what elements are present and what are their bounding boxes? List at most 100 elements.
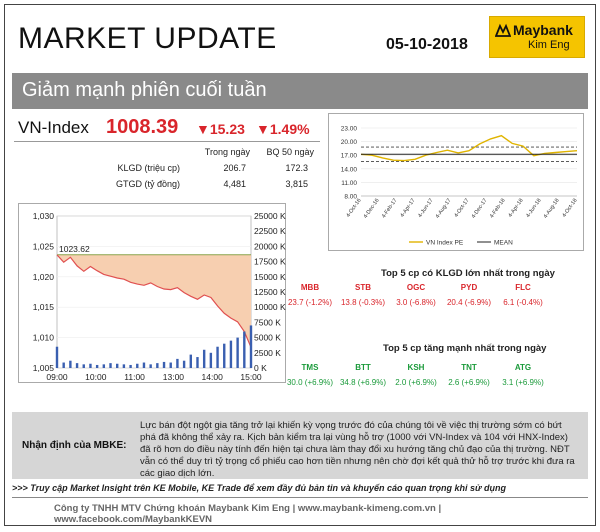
logo-sub: Kim Eng: [528, 39, 570, 51]
headline-text: Giảm mạnh phiên cuối tuần: [22, 79, 267, 101]
volume-bar: [196, 357, 199, 368]
x-tick-label: 4-Oct-17: [453, 198, 470, 219]
y-tick-label: 17.00: [341, 153, 358, 160]
volume-bar: [216, 346, 219, 368]
volume-bar: [69, 360, 72, 368]
index-line: [56, 254, 252, 348]
stats-row-label: KLGD (triệu cp): [117, 163, 180, 173]
intraday-chart: 1,030 1,025 1,020 1,015 1,010 1,005 25000 K 225…: [18, 203, 286, 383]
x-tick-label: 4-Jun-18: [525, 198, 542, 219]
index-fill-area: [57, 254, 251, 348]
y-right-tick-label: 25000 K: [254, 211, 286, 221]
volume-bar: [122, 364, 126, 368]
x-tick-label: 4-Dec-17: [471, 198, 489, 220]
y-tick-label: 11.00: [341, 180, 357, 187]
volume-bar: [75, 363, 79, 368]
y-left-tick-label: 1,025: [33, 241, 55, 251]
top_gain-code: KSH: [407, 363, 425, 372]
top_klgd-detail: 13.8 (-0.3%): [340, 298, 386, 307]
volume-bar: [229, 340, 233, 368]
company-line: Công ty TNHH MTV Chứng khoán Maybank Kim…: [54, 503, 442, 525]
y-right-tick-label: 10000 K: [254, 302, 286, 312]
reference-label: 1023.62: [59, 244, 90, 254]
x-tick-label: 09:00: [46, 372, 68, 382]
stats-row-avg50: 172.3: [285, 163, 308, 173]
y-left-tick-label: 1,005: [33, 363, 55, 373]
x-tick-label: 10:00: [85, 372, 107, 382]
volume-bar: [136, 363, 139, 368]
top_klgd-detail: 3.0 (-6.8%): [396, 298, 436, 307]
y-left-tick-label: 1,020: [33, 272, 55, 282]
y-right-tick-label: 15000 K: [254, 272, 286, 282]
volume-bar: [95, 364, 99, 368]
volume-bar: [223, 343, 226, 368]
volume-bar: [176, 358, 179, 368]
y-right-tick-label: 2500 K: [254, 348, 281, 358]
y-left-tick-label: 1,015: [33, 302, 55, 312]
volume-bar: [55, 346, 59, 368]
x-tick-label: 4-Oct-18: [561, 198, 578, 219]
stats-row-avg50: 3,815: [285, 179, 308, 189]
x-tick-label: 4-Dec-16: [363, 198, 381, 220]
volume-bar: [129, 364, 132, 368]
x-tick-label: 14:00: [202, 372, 224, 382]
x-tick-label: 4-Aug-18: [543, 198, 561, 220]
y-right-tick-label: 20000 K: [254, 241, 286, 251]
x-tick-label: 4-Feb-18: [489, 198, 507, 220]
stats-row-today: 4,481: [223, 179, 246, 189]
y-right-tick-label: 22500 K: [254, 226, 286, 236]
volume-bar: [162, 361, 166, 368]
x-tick-label: 4-Apr-17: [399, 198, 416, 219]
volume-bar: [189, 354, 192, 368]
top_klgd-detail: 23.7 (-1.2%): [287, 298, 333, 307]
index-change: ▼15.23: [196, 121, 245, 137]
y-right-tick-label: 0 K: [254, 363, 267, 373]
volume-bar: [89, 363, 92, 368]
volume-bar: [169, 362, 172, 368]
top_gain-detail: 30.0 (+6.9%): [286, 378, 334, 387]
x-tick-label: 4-Feb-17: [381, 198, 399, 220]
x-tick-label: 15:00: [240, 372, 262, 382]
top_gain-code: BTT: [355, 363, 371, 372]
top_gain-code: TMS: [301, 363, 319, 372]
y-right-tick-label: 17500 K: [254, 257, 286, 267]
y-left-tick-label: 1,010: [33, 333, 55, 343]
volume-bar: [109, 363, 112, 368]
index-name: VN-Index: [18, 118, 89, 137]
stats-row-today: 206.7: [223, 163, 246, 173]
y-tick-label: 20.00: [341, 139, 358, 146]
tiger-logo-icon: [495, 23, 511, 37]
volume-bar: [209, 352, 213, 368]
maybank-logo: Maybank Kim Eng: [489, 16, 585, 58]
y-right-tick-label: 5000 K: [254, 333, 281, 343]
volume-bar: [62, 362, 65, 368]
x-tick-label: 4-Jun-17: [417, 198, 434, 219]
volume-bar: [243, 331, 246, 368]
stats-col-today: Trong ngày: [204, 147, 250, 157]
top_gain-code: TNT: [461, 363, 477, 372]
index-value: 1008.39: [106, 116, 179, 138]
volume-bar: [116, 363, 119, 368]
volume-bar: [149, 364, 152, 368]
pe-series-line: [360, 134, 578, 162]
top_klgd-code: MBB: [300, 283, 320, 292]
top_gain-detail: 2.0 (+6.9%): [395, 378, 437, 387]
assessment-label: Nhận định của MBKE:: [22, 440, 127, 451]
y-tick-label: 23.00: [341, 126, 358, 133]
legend-label-pe: VN Index PE: [426, 240, 464, 247]
footer-divider: [12, 497, 588, 498]
volume-bar: [142, 362, 146, 368]
top_klgd-detail: 6.1 (-0.4%): [503, 298, 543, 307]
top_klgd-code: FLC: [515, 283, 531, 292]
x-tick-label: 4-Oct-16: [345, 198, 362, 219]
top_gain-detail: 3.1 (+6.9%): [502, 378, 544, 387]
top_gain-detail: 2.6 (+6.9%): [448, 378, 490, 387]
report-date: 05-10-2018: [386, 36, 468, 53]
page-title: MARKET UPDATE: [18, 22, 277, 55]
volume-bar: [202, 349, 206, 368]
y-left-tick-label: 1,030: [33, 211, 55, 221]
assessment-text: Lực bán đột ngột gia tăng trở lại khiến …: [140, 420, 575, 479]
y-right-tick-label: 12500 K: [254, 287, 286, 297]
volume-bar: [182, 360, 186, 368]
